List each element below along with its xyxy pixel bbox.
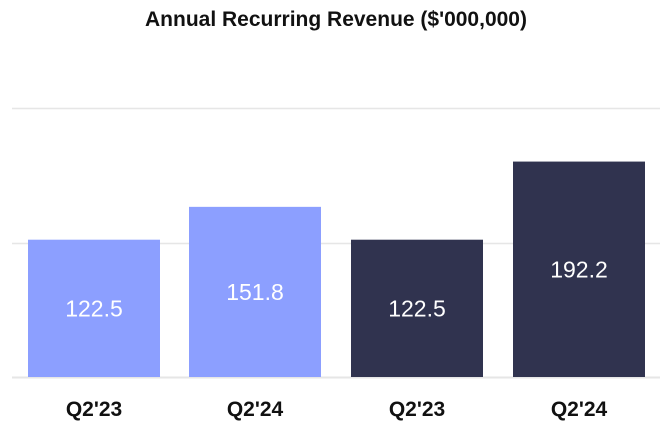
bar-value-label: 122.5: [65, 295, 123, 321]
bar-value-label: 151.8: [226, 279, 284, 305]
x-tick-label: Q2'24: [551, 398, 608, 421]
bar-3: [351, 239, 483, 377]
bar-value-label: 192.2: [550, 256, 608, 282]
x-axis-tick-labels: Q2'23 Q2'24 Q2'23 Q2'24: [66, 398, 608, 421]
bar-2: [189, 206, 321, 377]
x-tick-label: Q2'23: [389, 398, 445, 421]
x-tick-label: Q2'24: [227, 398, 284, 421]
value-labels: 122.5 151.8 122.5 192.2: [65, 256, 608, 321]
bar-1: [28, 239, 160, 377]
chart-title: Annual Recurring Revenue ($'000,000): [145, 8, 527, 31]
bar-4: [513, 161, 645, 377]
x-tick-label: Q2'23: [66, 398, 122, 421]
bars: [28, 161, 645, 377]
bar-value-label: 122.5: [388, 295, 446, 321]
